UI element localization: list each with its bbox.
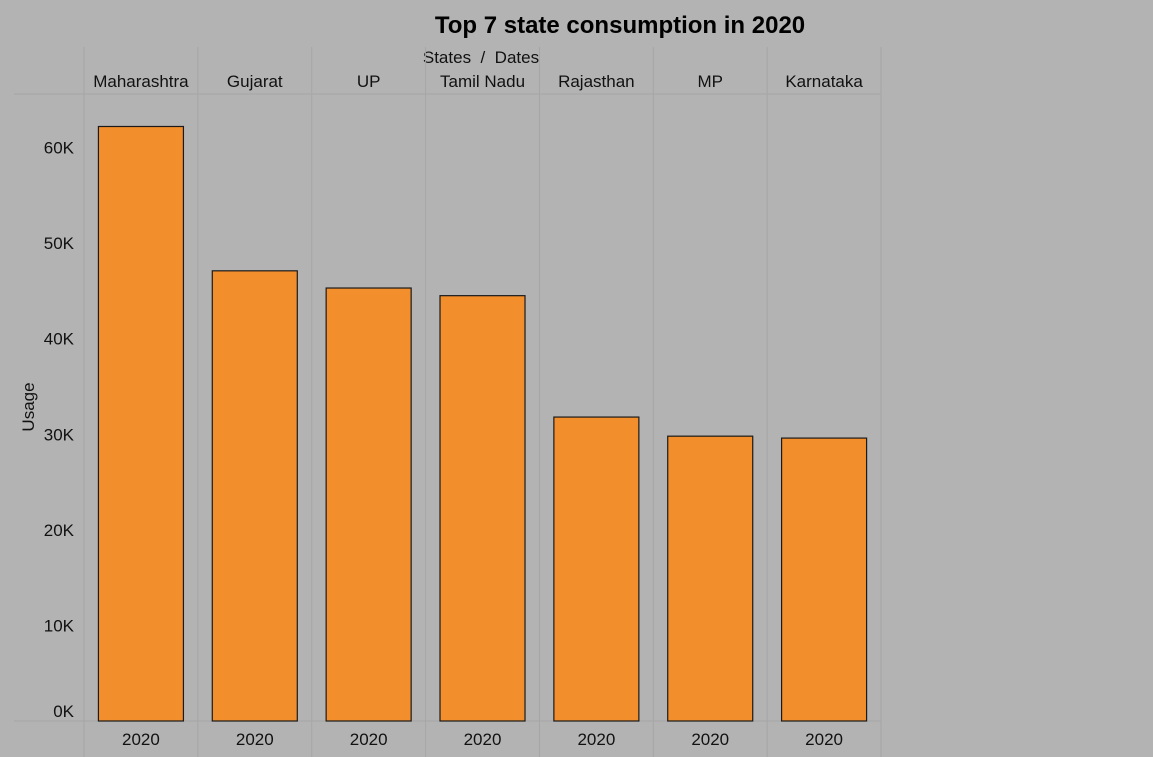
x-sublabel: 2020 <box>805 730 843 749</box>
category-label: MP <box>697 72 723 91</box>
y-tick-label: 50K <box>44 234 75 253</box>
column-header-label: States / Dates <box>423 48 539 67</box>
bar-rajasthan[interactable] <box>553 416 640 722</box>
bar-tamil-nadu[interactable] <box>439 295 526 722</box>
bar-gujarat[interactable] <box>211 270 298 722</box>
y-tick-label: 10K <box>44 616 75 635</box>
y-tick-label: 0K <box>53 702 74 721</box>
category-label: Karnataka <box>785 72 863 91</box>
bar-maharashtra[interactable] <box>97 125 185 722</box>
bar-mp[interactable] <box>667 435 754 722</box>
bar-karnataka[interactable] <box>780 437 868 722</box>
x-sublabel: 2020 <box>350 730 388 749</box>
y-tick-label: 30K <box>44 425 75 444</box>
y-tick-label: 40K <box>44 330 75 349</box>
bars-layer <box>97 125 868 722</box>
y-tick-label: 20K <box>44 521 75 540</box>
x-sublabel: 2020 <box>691 730 729 749</box>
chart-title: Top 7 state consumption in 2020 <box>435 12 805 39</box>
y-tick-label: 60K <box>44 139 75 158</box>
category-label: Tamil Nadu <box>440 72 525 91</box>
labels-layer: 0K 10K 20K 30K 40K 50K 60K Maharashtra 2020 Gujar… <box>44 72 864 749</box>
x-sublabel: 2020 <box>236 730 274 749</box>
x-sublabel: 2020 <box>577 730 615 749</box>
category-label: Maharashtra <box>93 72 189 91</box>
bar-up[interactable] <box>325 287 412 722</box>
x-sublabel: 2020 <box>122 730 160 749</box>
category-label: Rajasthan <box>558 72 635 91</box>
x-sublabel: 2020 <box>464 730 502 749</box>
y-axis-label: Usage <box>19 382 38 431</box>
category-label: Gujarat <box>227 72 283 91</box>
category-label: UP <box>357 72 381 91</box>
